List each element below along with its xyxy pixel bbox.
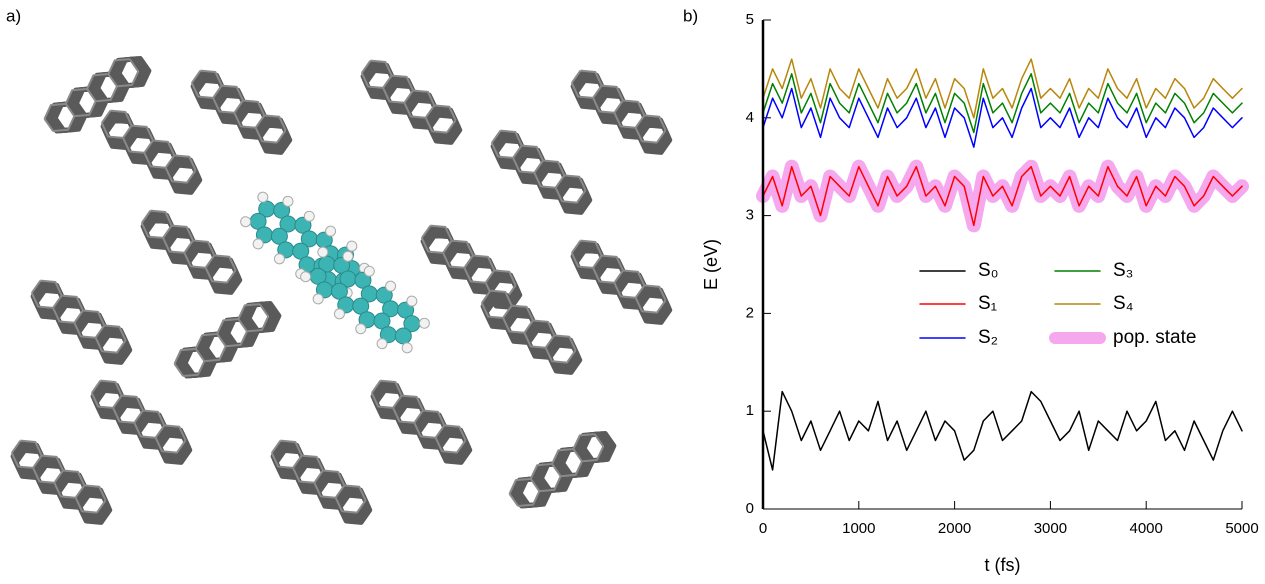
series-line bbox=[762, 390, 1243, 471]
hydrogen-atom bbox=[273, 253, 285, 265]
y-tick-label: 0 bbox=[746, 500, 754, 517]
hydrogen-atom bbox=[342, 250, 354, 262]
molecule bbox=[564, 233, 677, 329]
hydrogen-atom bbox=[355, 323, 367, 335]
y-tick-label: 2 bbox=[746, 304, 754, 321]
hydrogen-atom bbox=[240, 216, 252, 228]
carbon-atom bbox=[352, 297, 370, 315]
hydrogen-atom bbox=[363, 265, 375, 277]
y-axis-label: E (eV) bbox=[701, 239, 721, 290]
hydrogen-atom bbox=[317, 246, 329, 258]
hydrogen-atom bbox=[300, 271, 312, 283]
hydrogen-atom bbox=[252, 238, 264, 250]
hydrogen-atom bbox=[346, 240, 358, 252]
molecule bbox=[484, 123, 597, 219]
highlighted-molecule bbox=[240, 191, 370, 299]
highlighted-molecule bbox=[300, 246, 430, 354]
molecule bbox=[94, 103, 207, 199]
y-tick-label: 4 bbox=[746, 109, 754, 126]
population-line bbox=[756, 159, 1249, 233]
hydrogen-atom bbox=[418, 317, 430, 329]
series-line bbox=[762, 73, 1243, 134]
legend-label: S₃ bbox=[1113, 260, 1133, 281]
molecule bbox=[84, 373, 197, 469]
x-tick-label: 5000 bbox=[1225, 520, 1258, 537]
series-line bbox=[762, 165, 1243, 227]
molecule bbox=[264, 433, 377, 529]
carbon-atom bbox=[394, 327, 412, 345]
molecule bbox=[354, 53, 467, 149]
hydrogen-atom bbox=[312, 293, 324, 305]
legend-label: S₂ bbox=[978, 327, 998, 348]
y-tick-label: 1 bbox=[746, 402, 754, 419]
hydrogen-atom bbox=[406, 295, 418, 307]
series-line bbox=[762, 87, 1243, 148]
carbon-atom bbox=[292, 242, 310, 260]
plot: 0 1 2 3 4 5 0 1000 2000 3000 4000 5000 t (fs) E (eV) S… bbox=[701, 11, 1259, 575]
hydrogen-atom bbox=[325, 225, 337, 237]
y-tick-label: 5 bbox=[746, 11, 754, 28]
x-tick-label: 3000 bbox=[1034, 520, 1067, 537]
series-line bbox=[762, 58, 1243, 119]
x-axis-label: t (fs) bbox=[985, 555, 1021, 575]
molecule bbox=[4, 433, 117, 529]
hydrogen-atom bbox=[282, 195, 294, 207]
legend-label: pop. state bbox=[1113, 327, 1196, 348]
hydrogen-atom bbox=[333, 308, 345, 320]
molecule bbox=[24, 273, 137, 369]
carbon-atom bbox=[249, 212, 267, 230]
carbon-atom bbox=[309, 267, 327, 285]
carbon-atom bbox=[270, 227, 288, 245]
legend-label: S₀ bbox=[978, 260, 999, 281]
molecule bbox=[364, 373, 477, 469]
x-tick-label: 0 bbox=[759, 520, 767, 537]
hydrogen-atom bbox=[257, 191, 269, 203]
x-tick-label: 1000 bbox=[842, 520, 875, 537]
panel-label: b) bbox=[683, 6, 698, 25]
molecule bbox=[169, 293, 283, 387]
molecule bbox=[184, 63, 297, 159]
x-tick-label: 2000 bbox=[938, 520, 971, 537]
molecule bbox=[474, 283, 587, 379]
molecular-crystal-image bbox=[4, 48, 677, 529]
carbon-atom bbox=[330, 282, 348, 300]
molecule bbox=[564, 63, 677, 159]
hydrogen-atom bbox=[385, 280, 397, 292]
molecule bbox=[134, 203, 247, 299]
y-tick-label: 3 bbox=[746, 207, 754, 224]
x-tick-label: 4000 bbox=[1130, 520, 1163, 537]
carbon-atom bbox=[373, 312, 391, 330]
hydrogen-atom bbox=[303, 210, 315, 222]
molecule bbox=[504, 423, 618, 517]
panel-label: a) bbox=[6, 6, 21, 25]
legend-label: S₄ bbox=[1113, 293, 1134, 314]
hydrogen-atom bbox=[376, 338, 388, 350]
legend-label: S₁ bbox=[978, 293, 997, 314]
hydrogen-atom bbox=[401, 342, 413, 354]
